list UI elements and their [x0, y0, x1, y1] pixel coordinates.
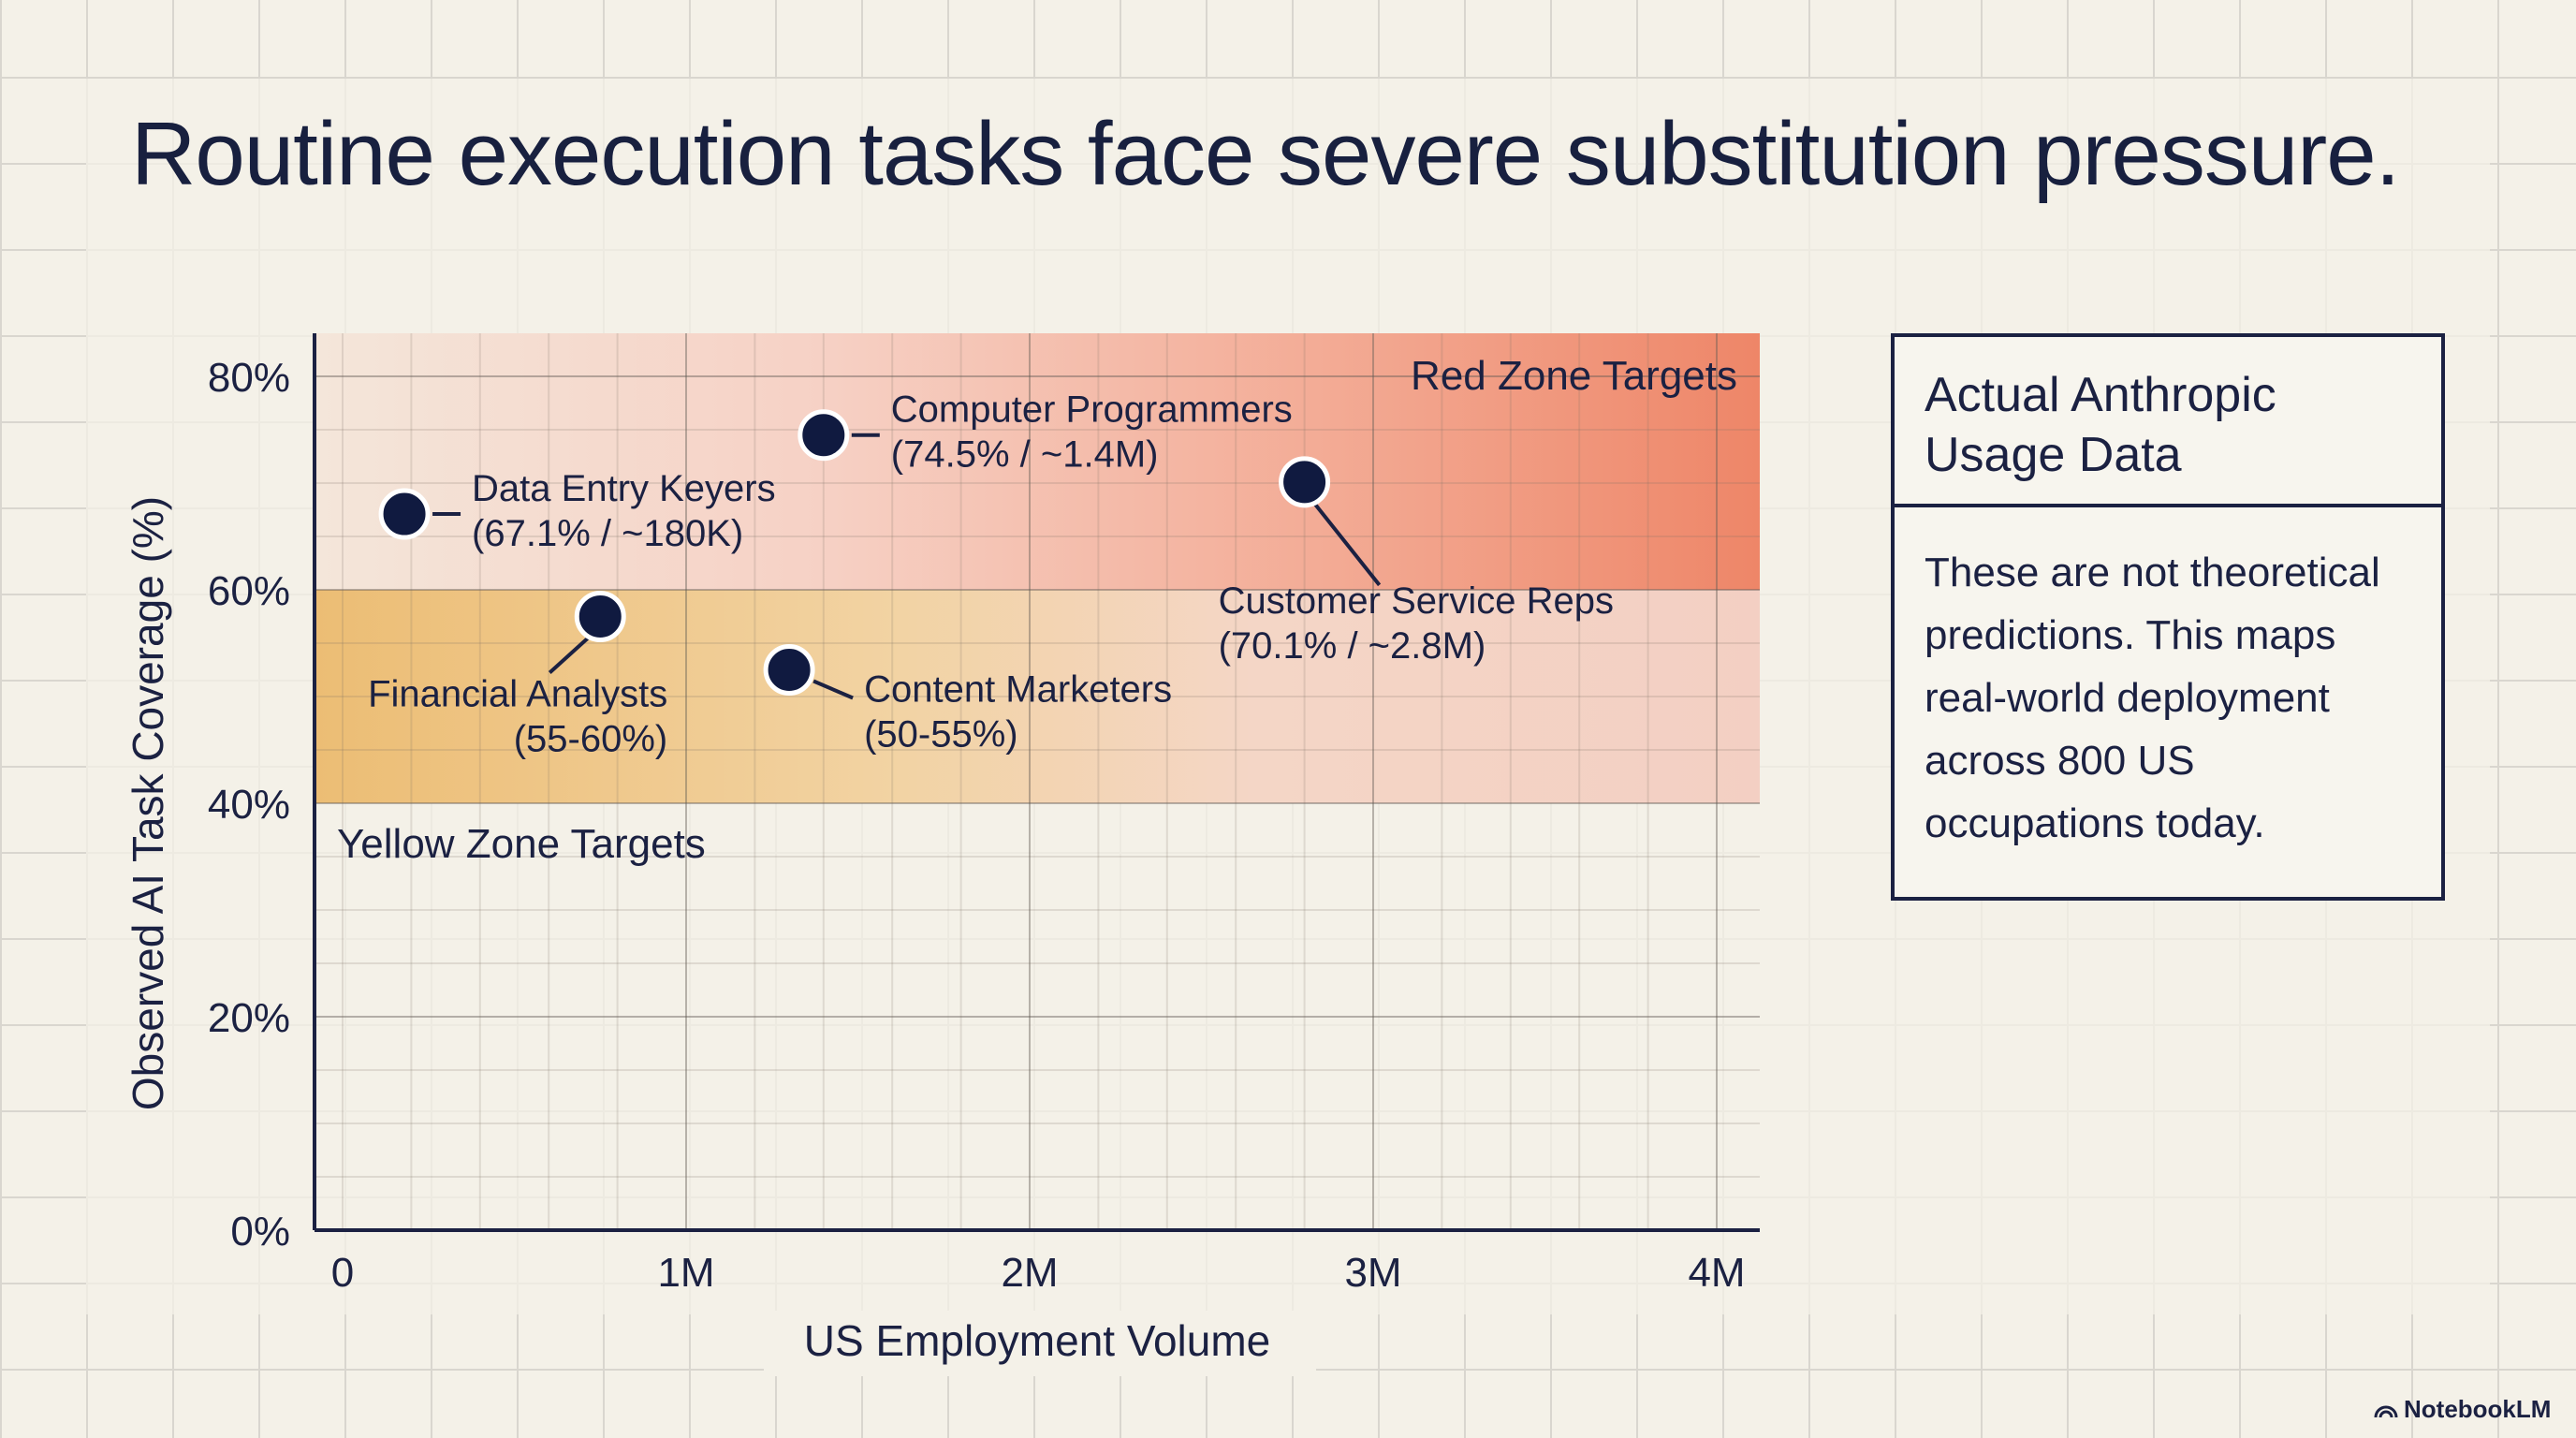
x-tick-label: 0: [331, 1250, 354, 1296]
point-leader-line: [812, 679, 854, 700]
point-leader-line: [1312, 501, 1382, 587]
data-point: [378, 488, 431, 540]
x-axis-label: US Employment Volume: [804, 1316, 1271, 1365]
point-detail: (74.5% / ~1.4M): [891, 434, 1159, 476]
x-tick-label: 2M: [1001, 1250, 1058, 1296]
badge-label: NotebookLM: [2404, 1395, 2552, 1423]
point-label: Computer Programmers: [891, 389, 1293, 431]
y-tick-label: 80%: [208, 355, 290, 401]
x-tick-label: 1M: [657, 1250, 714, 1296]
y-axis-label: Observed AI Task Coverage (%): [124, 496, 172, 1110]
point-detail: (50-55%): [864, 714, 1018, 756]
data-point: [1279, 456, 1331, 508]
point-label: Customer Service Reps: [1219, 580, 1614, 622]
x-tick-label: 3M: [1344, 1250, 1401, 1296]
y-tick-label: 60%: [208, 568, 290, 614]
data-point: [763, 644, 815, 696]
page-title: Routine execution tasks face severe subs…: [131, 104, 2400, 204]
notebooklm-badge: NotebookLM: [2374, 1395, 2551, 1424]
x-axis-label-bg: [764, 1311, 1316, 1376]
yellow-zone: [315, 590, 1760, 803]
y-tick-label: 40%: [208, 782, 290, 828]
y-tick-label: 20%: [208, 995, 290, 1041]
red-zone-label: Red Zone Targets: [1411, 353, 1737, 399]
point-detail: (55-60%): [514, 719, 668, 760]
info-panel: Actual Anthropic Usage Data These are no…: [1891, 333, 2445, 901]
data-point: [798, 409, 850, 462]
yellow-zone-label: Yellow Zone Targets: [337, 821, 706, 867]
point-label: Financial Analysts: [368, 674, 667, 715]
point-detail: (67.1% / ~180K): [472, 513, 743, 554]
y-tick-label: 0%: [230, 1209, 290, 1255]
x-tick-label: 4M: [1688, 1250, 1745, 1296]
point-leader-line: [548, 636, 591, 674]
point-detail: (70.1% / ~2.8M): [1219, 625, 1486, 667]
red-zone: [315, 333, 1760, 590]
point-label: Data Entry Keyers: [472, 468, 776, 509]
info-heading: Actual Anthropic Usage Data: [1895, 337, 2441, 507]
point-label: Content Marketers: [864, 669, 1172, 711]
data-point: [574, 591, 626, 642]
notebooklm-logo-icon: [2374, 1405, 2398, 1418]
info-body: These are not theoretical predictions. T…: [1925, 550, 2380, 846]
